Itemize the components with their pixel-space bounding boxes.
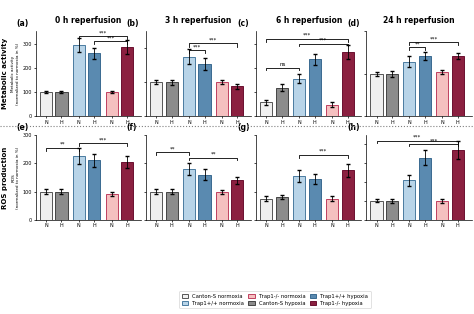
Bar [386,74,398,116]
Text: ***: *** [413,135,421,140]
Bar [106,92,118,116]
Bar [386,201,398,220]
Bar [371,201,383,220]
Text: (e): (e) [17,123,29,132]
Bar [419,158,431,220]
Text: ROS production: ROS production [2,146,9,208]
Bar [293,78,305,116]
Legend: Canton-S normoxia, Trap1+/+ normoxia, Trap1-/- normoxia, Canton-S hypoxia, Trap1: Canton-S normoxia, Trap1+/+ normoxia, Tr… [179,291,371,308]
Bar [419,56,431,116]
Bar [436,72,448,116]
Bar [231,180,244,220]
Text: 3 h reperfusion: 3 h reperfusion [165,16,232,25]
Text: ***: *** [429,36,438,41]
Bar [73,45,85,116]
Bar [293,176,305,220]
Text: ***: *** [319,38,328,43]
Text: **: ** [210,152,216,157]
Text: ***: *** [209,37,217,42]
Bar [73,156,85,220]
Text: ***: *** [319,149,328,154]
Text: (d): (d) [347,19,360,28]
Bar [40,92,52,116]
Bar [260,102,273,116]
Text: (a): (a) [17,19,29,28]
Text: ***: *** [99,30,107,35]
Y-axis label: Metabolic activity
(normalized to normoxia in %): Metabolic activity (normalized to normox… [11,43,20,105]
Text: (h): (h) [347,123,360,132]
Bar [55,192,67,220]
Bar [121,47,133,116]
Bar [309,59,321,116]
Y-axis label: ROS
(normalized to normoxia in %): ROS (normalized to normoxia in %) [11,146,20,208]
Bar [106,194,118,220]
Text: 24 h reperfusion: 24 h reperfusion [383,16,455,25]
Bar [452,150,464,220]
Text: (b): (b) [127,19,139,28]
Bar [183,57,195,116]
Text: 6 h reperfusion: 6 h reperfusion [275,16,342,25]
Bar [260,198,273,220]
Bar [276,88,288,116]
Text: ***: *** [107,35,115,40]
Bar [216,82,228,116]
Text: (f): (f) [127,123,137,132]
Bar [309,179,321,220]
Bar [165,82,178,116]
Bar [150,82,162,116]
Text: Metabolic activity: Metabolic activity [2,38,9,109]
Text: ***: *** [429,138,438,143]
Bar [199,175,210,220]
Bar [276,197,288,220]
Bar [216,192,228,220]
Text: (c): (c) [237,19,248,28]
Bar [342,170,354,220]
Bar [88,53,100,116]
Bar [199,64,210,116]
Bar [165,192,178,220]
Text: 0 h reperfusion: 0 h reperfusion [55,16,121,25]
Bar [326,198,338,220]
Bar [150,192,162,220]
Text: ns: ns [280,62,286,67]
Bar [436,201,448,220]
Bar [452,56,464,116]
Bar [88,160,100,220]
Bar [403,62,415,116]
Text: **: ** [170,146,175,151]
Text: ***: *** [99,138,107,143]
Bar [342,52,354,116]
Bar [326,105,338,116]
Bar [371,74,383,116]
Text: **: ** [60,142,65,147]
Bar [40,192,52,220]
Text: (g): (g) [237,123,249,132]
Bar [183,169,195,220]
Bar [403,180,415,220]
Bar [231,86,244,116]
Text: ***: *** [303,33,311,38]
Bar [55,92,67,116]
Bar [121,162,133,220]
Text: **: ** [414,41,420,46]
Text: ***: *** [192,44,201,49]
